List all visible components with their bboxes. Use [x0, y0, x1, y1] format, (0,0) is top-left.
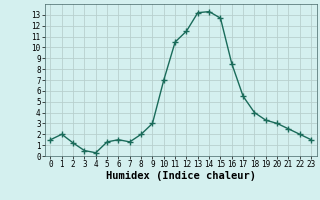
- X-axis label: Humidex (Indice chaleur): Humidex (Indice chaleur): [106, 171, 256, 181]
